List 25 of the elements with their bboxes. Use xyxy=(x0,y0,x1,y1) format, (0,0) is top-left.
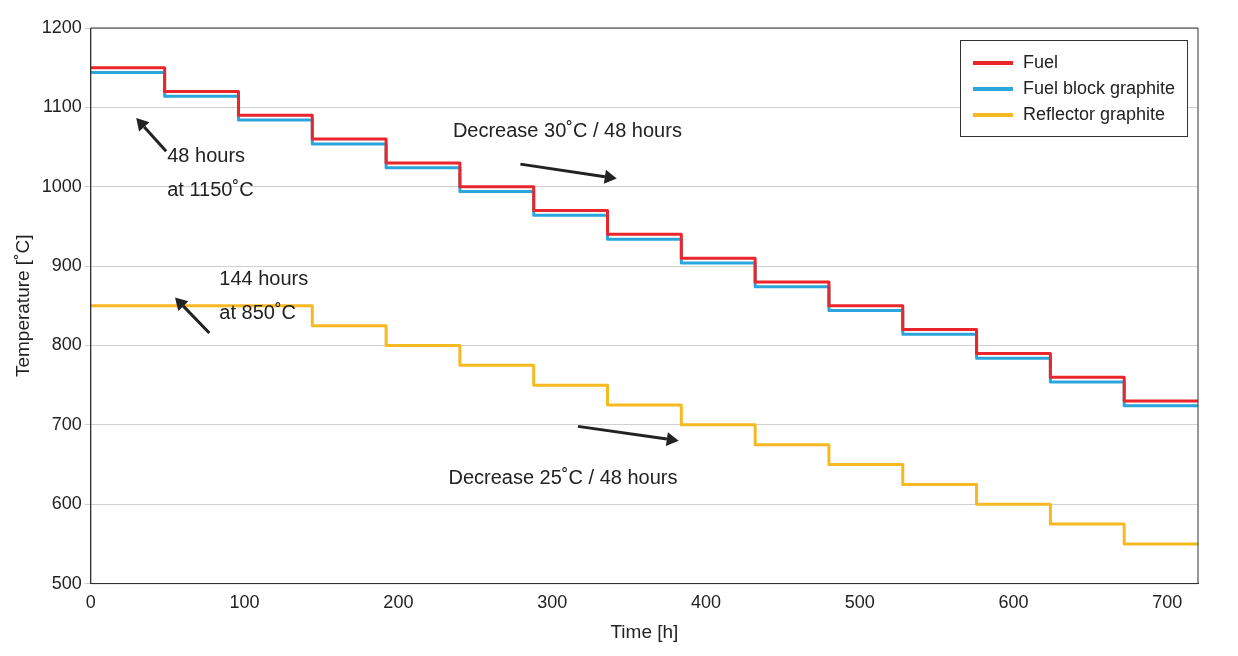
annotation: Decrease 30˚C / 48 hours xyxy=(452,118,682,141)
y-axis-title: Temperature [˚C] xyxy=(11,234,33,378)
x-tick-label: 500 xyxy=(844,592,875,613)
legend-label: Fuel xyxy=(1022,52,1058,73)
annotation: 144 hours at 850˚C xyxy=(219,267,309,324)
legend-label: Reflector graphite xyxy=(1022,104,1165,125)
y-tick-label: 500 xyxy=(51,572,82,593)
x-tick-label: 0 xyxy=(85,592,96,613)
x-tick-label: 700 xyxy=(1152,592,1183,613)
x-tick-label: 200 xyxy=(383,592,414,613)
y-tick-label: 900 xyxy=(51,255,82,276)
x-tick-label: 300 xyxy=(537,592,568,613)
x-tick-label: 100 xyxy=(229,592,260,613)
x-tick-label: 400 xyxy=(690,592,721,613)
y-tick-label: 1000 xyxy=(41,175,82,196)
y-tick-label: 1100 xyxy=(43,96,82,117)
x-tick-label: 600 xyxy=(998,592,1029,613)
annotation: Decrease 25˚C / 48 hours xyxy=(448,465,678,488)
annotation: 48 hours at 1150˚C xyxy=(167,144,254,201)
y-tick-label: 700 xyxy=(51,413,82,434)
x-axis-title: Time [h] xyxy=(610,620,679,642)
y-tick-label: 1200 xyxy=(41,16,82,37)
y-tick-label: 600 xyxy=(51,493,82,514)
y-tick-label: 800 xyxy=(51,334,82,355)
legend-label: Fuel block graphite xyxy=(1022,78,1175,99)
